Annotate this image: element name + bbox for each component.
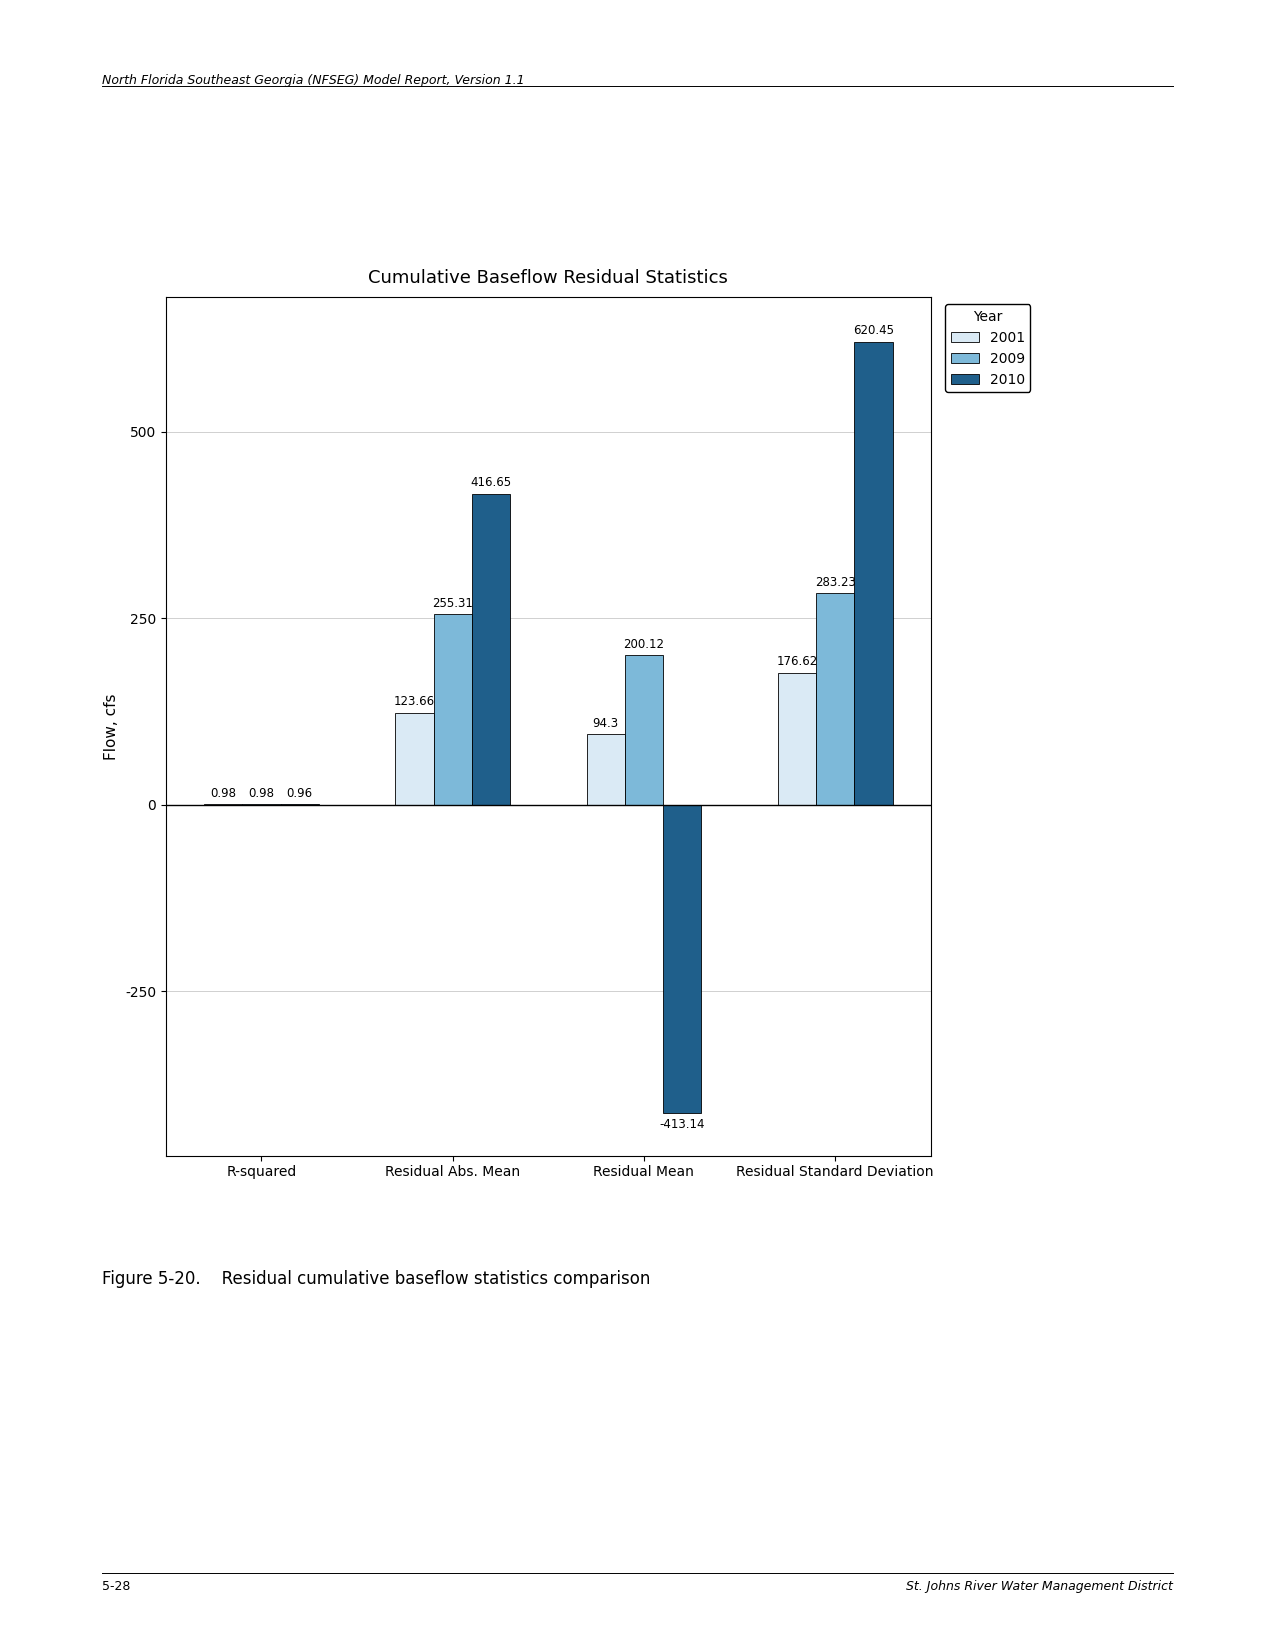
Text: St. Johns River Water Management District: St. Johns River Water Management Distric… [907,1580,1173,1593]
Text: 0.98: 0.98 [210,786,236,799]
Text: 0.98: 0.98 [249,786,274,799]
Y-axis label: Flow, cfs: Flow, cfs [105,693,120,759]
Bar [816,593,854,804]
Text: 283.23: 283.23 [815,576,856,589]
Bar [472,494,510,804]
Bar [395,713,434,804]
Text: 416.65: 416.65 [470,475,511,489]
Text: 0.96: 0.96 [287,786,312,799]
Text: Figure 5-20.    Residual cumulative baseflow statistics comparison: Figure 5-20. Residual cumulative baseflo… [102,1270,650,1288]
Text: North Florida Southeast Georgia (NFSEG) Model Report, Version 1.1: North Florida Southeast Georgia (NFSEG) … [102,74,524,88]
Text: -413.14: -413.14 [659,1118,705,1131]
Text: 255.31: 255.31 [432,596,473,609]
Text: 94.3: 94.3 [593,717,618,730]
Bar [778,674,816,804]
Bar [625,655,663,804]
Text: 5-28: 5-28 [102,1580,130,1593]
Title: Cumulative Baseflow Residual Statistics: Cumulative Baseflow Residual Statistics [368,269,728,287]
Legend: 2001, 2009, 2010: 2001, 2009, 2010 [945,304,1030,391]
Bar [854,342,892,804]
Text: 620.45: 620.45 [853,324,894,337]
Bar [586,735,625,804]
Text: 123.66: 123.66 [394,695,435,708]
Bar [663,804,701,1113]
Bar [434,614,472,804]
Text: 200.12: 200.12 [623,637,664,650]
Text: 176.62: 176.62 [776,655,817,669]
